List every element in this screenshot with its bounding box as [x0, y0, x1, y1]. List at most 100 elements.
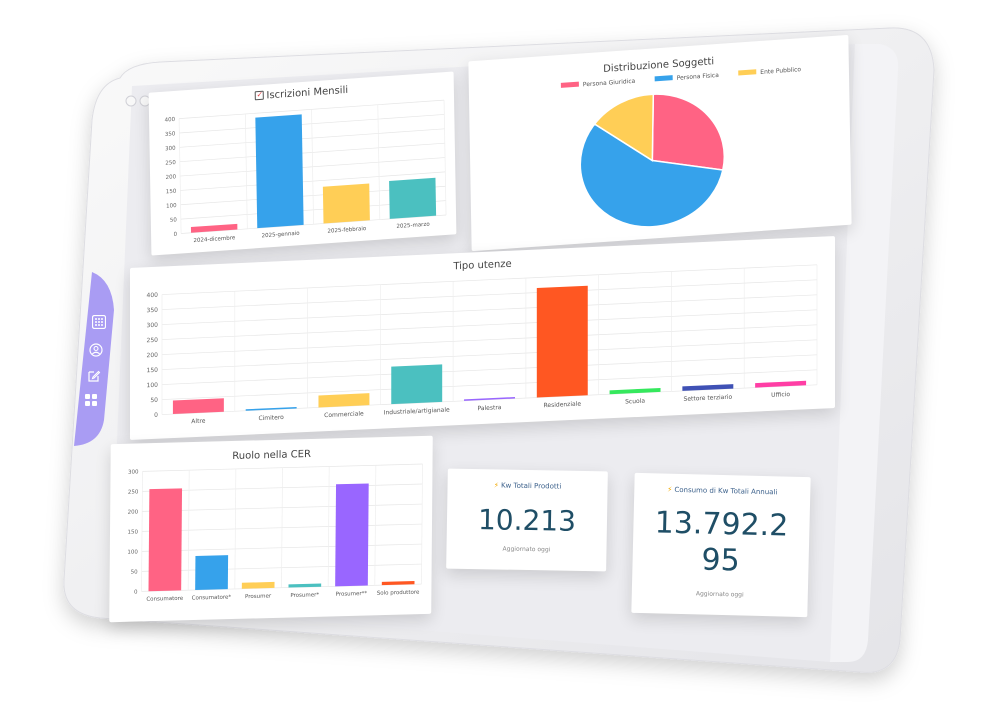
gridline [443, 100, 447, 216]
legend-label[interactable]: Persona Giuridica [583, 78, 636, 89]
legend-label[interactable]: Persona Fisica [677, 72, 720, 82]
gridline [162, 294, 817, 325]
kpi-consumo-card: ⚡ Consumo di Kw Totali Annuali 13.792.2 … [631, 472, 811, 618]
legend-label[interactable]: Ente Pubblico [760, 66, 801, 76]
bar[interactable] [172, 398, 224, 415]
bar[interactable] [335, 483, 369, 587]
iscrizioni-chart: 0 50 100 150 200 250 300 350 400 2024-dicembre 202… [165, 99, 447, 244]
bar[interactable] [381, 581, 415, 586]
bar[interactable] [536, 285, 588, 398]
x-tick-label: Cimitero [258, 414, 284, 422]
legend-swatch [560, 81, 579, 88]
y-tick-label: 300 [165, 146, 176, 153]
y-tick-label: 300 [147, 322, 159, 330]
gridline [162, 309, 817, 340]
gridline [374, 465, 377, 586]
legend-swatch [654, 75, 673, 82]
y-tick-label: 0 [134, 589, 138, 595]
ruolo-card: Ruolo nella CER 0 50 100 150 200 250 300 Consum… [109, 435, 433, 623]
lightning-icon: ⚡ [667, 485, 673, 494]
gridline [178, 118, 182, 234]
y-tick-label: 200 [166, 174, 177, 181]
x-tick-label: Industriale/artigianale [384, 406, 450, 416]
gridline [162, 369, 817, 400]
y-tick-label: 350 [165, 131, 176, 138]
y-tick-label: 400 [165, 117, 176, 124]
kpi-title: Kw Totali Prodotti [500, 481, 562, 491]
user-circle-icon[interactable] [89, 342, 103, 357]
gridline [327, 466, 330, 587]
x-tick-label: Consumatore [146, 596, 183, 603]
y-tick-label: 100 [166, 203, 177, 210]
gridline [162, 324, 817, 355]
kpi-title: Consumo di Kw Totali Annuali [674, 485, 778, 497]
y-tick-label: 250 [147, 337, 159, 345]
y-tick-label: 50 [131, 569, 139, 575]
x-tick-label: Residenziale [544, 401, 582, 410]
x-tick-label: Prosumer [245, 593, 272, 600]
bar[interactable] [389, 177, 437, 219]
bar[interactable] [682, 384, 734, 391]
x-tick-label: 2025-gennaio [262, 231, 301, 240]
y-tick-label: 100 [147, 382, 159, 390]
bar[interactable] [245, 406, 297, 411]
y-tick-label: 150 [127, 529, 138, 535]
pie-slice[interactable] [579, 115, 724, 232]
apps-icon[interactable] [84, 392, 98, 406]
iscrizioni-card: ✓ Iscrizioni Mensili 0 50 100 150 200 250 300 35… [148, 71, 457, 256]
y-tick-label: 50 [150, 397, 158, 404]
x-tick-label: Solo produttore [377, 590, 420, 597]
y-tick-label: 200 [128, 509, 139, 515]
x-tick-label: Consumatore* [192, 595, 232, 602]
edit-icon[interactable] [87, 368, 101, 382]
legend-swatch [738, 69, 757, 76]
x-tick-label: Prosumer* [290, 592, 319, 599]
y-tick-label: 350 [147, 307, 159, 315]
bar[interactable] [755, 380, 807, 388]
gridline [421, 464, 423, 585]
y-tick-label: 0 [154, 412, 158, 419]
kpi-value: 13.792.2 95 [632, 505, 810, 581]
grid-dots-icon[interactable] [91, 314, 107, 330]
bar[interactable] [190, 223, 238, 233]
bar[interactable] [148, 488, 183, 592]
tipo-utenze-chart: 0 50 100 150 200 250 300 350 400 Altre Cimitero Com… [147, 264, 818, 426]
x-tick-label: Ufficio [771, 391, 790, 399]
x-tick-label: Commerciale [324, 410, 364, 419]
bar[interactable] [609, 388, 661, 395]
bar[interactable] [241, 581, 275, 589]
y-tick-label: 250 [128, 489, 139, 495]
x-tick-label: 2025-marzo [396, 222, 430, 230]
gridline [162, 354, 817, 385]
gridline [311, 109, 314, 225]
bar[interactable] [391, 364, 443, 405]
bar[interactable] [318, 393, 370, 408]
bar[interactable] [288, 583, 322, 588]
tipo-utenze-card: Tipo utenze 0 50 100 150 200 250 300 350 400 Altr… [130, 235, 835, 441]
gridline [162, 279, 817, 310]
kpi-value-line1: 13.792.2 [654, 505, 789, 544]
y-tick-label: 150 [166, 189, 177, 196]
pie-slice[interactable] [593, 93, 655, 164]
gridline [162, 264, 817, 295]
x-tick-label: Scuola [625, 398, 645, 406]
x-tick-label: Palestra [477, 404, 501, 412]
ruolo-chart: 0 50 100 150 200 250 300 Consumatore Consumatore… [127, 463, 423, 603]
kpi-subtitle: Aggiornato oggi [695, 590, 744, 599]
bar[interactable] [464, 397, 515, 401]
bar[interactable] [195, 555, 229, 590]
kpi-prodotti-card: ⚡ Kw Totali Prodotti 10.213 Aggiornato o… [446, 468, 608, 572]
bar[interactable] [255, 114, 304, 229]
gridline [141, 471, 143, 592]
x-tick-label: 2024-dicembre [193, 235, 235, 244]
distribuzione-chart: Persona Giuridica Persona Fisica Ente Pubb… [560, 66, 801, 232]
distribuzione-card: Distribuzione Soggetti Persona Giuridica… [468, 34, 852, 252]
x-tick-label: Altre [191, 418, 205, 426]
y-tick-label: 200 [147, 352, 159, 360]
pie-slice[interactable] [651, 89, 726, 175]
bar[interactable] [322, 183, 370, 224]
lightning-icon: ⚡ [493, 481, 499, 490]
y-tick-label: 250 [165, 160, 176, 167]
y-tick-label: 0 [174, 232, 178, 238]
